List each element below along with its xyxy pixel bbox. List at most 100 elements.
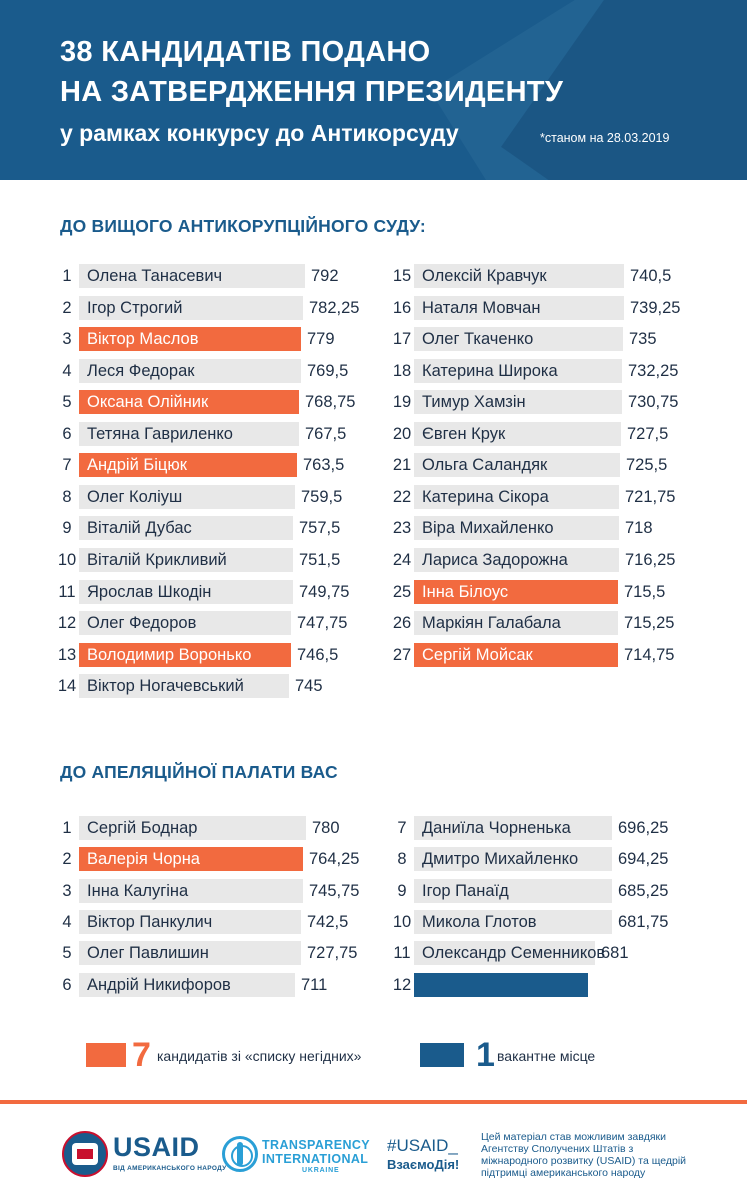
candidate-bar — [414, 264, 624, 288]
candidate-row: 24 Лариса Задорожна 716,25 — [390, 548, 690, 572]
candidate-name: Олена Танасевич — [87, 267, 223, 285]
candidate-score: 730,75 — [628, 393, 679, 411]
candidate-score: 718 — [625, 519, 653, 537]
candidate-bar — [414, 485, 619, 509]
candidate-rank: 13 — [57, 646, 77, 664]
candidate-name: Сергій Мойсак — [422, 646, 533, 664]
candidate-row: 1 Олена Танасевич 792 — [55, 264, 355, 288]
candidate-rank: 22 — [392, 488, 412, 506]
candidate-rank: 3 — [62, 330, 72, 348]
candidate-rank: 12 — [392, 976, 412, 994]
candidate-score: 749,75 — [299, 583, 350, 601]
candidate-name: Сергій Боднар — [87, 819, 198, 837]
candidate-rank: 6 — [62, 425, 72, 443]
candidate-bar — [79, 359, 301, 383]
candidate-row: 10 Микола Глотов 681,75 — [390, 910, 690, 934]
candidate-score: 694,25 — [618, 850, 669, 868]
candidate-row: 17 Олег Ткаченко 735 — [390, 327, 690, 351]
candidate-score: 763,5 — [303, 456, 345, 474]
candidate-row: 14 Віктор Ногачевський 745 — [55, 674, 355, 698]
candidate-name: Катерина Широка — [422, 362, 558, 380]
candidate-score: 681 — [601, 944, 629, 962]
candidate-rank: 17 — [392, 330, 412, 348]
candidate-row: 3 Віктор Маслов 779 — [55, 327, 355, 351]
candidate-row: 23 Віра Михайленко 718 — [390, 516, 690, 540]
candidate-name: Віктор Маслов — [87, 330, 199, 348]
footer-divider — [0, 1100, 747, 1104]
candidate-bar — [414, 816, 612, 840]
candidate-bar — [414, 516, 619, 540]
usaid-logo-subtitle: ВІД АМЕРИКАНСЬКОГО НАРОДУ — [113, 1165, 227, 1172]
candidate-bar — [414, 879, 612, 903]
usaid-seal-icon — [62, 1131, 108, 1177]
candidate-row: 11 Олександр Семенников 681 — [390, 941, 690, 965]
candidate-bar — [414, 390, 622, 414]
candidate-bar — [414, 359, 622, 383]
candidate-name: Олександр Семенников — [422, 944, 606, 962]
candidate-name: Тетяна Гавриленко — [87, 425, 233, 443]
candidate-bar — [79, 516, 293, 540]
candidate-score: 764,25 — [309, 850, 360, 868]
transparency-international-icon — [222, 1136, 258, 1172]
candidate-rank: 20 — [392, 425, 412, 443]
candidate-rank: 26 — [392, 614, 412, 632]
candidate-score: 747,75 — [297, 614, 348, 632]
candidate-row: 11 Ярослав Шкодін 749,75 — [55, 580, 355, 604]
candidate-bar — [414, 611, 618, 635]
candidate-row: 8 Олег Коліуш 759,5 — [55, 485, 355, 509]
candidate-rank: 8 — [62, 488, 72, 506]
candidate-name: Володимир Воронько — [87, 646, 252, 664]
candidate-row: 5 Олег Павлишин 727,75 — [55, 941, 357, 965]
candidate-rank: 23 — [392, 519, 412, 537]
candidate-score: 759,5 — [301, 488, 343, 506]
candidate-score: 757,5 — [299, 519, 341, 537]
candidate-score: 746,5 — [297, 646, 339, 664]
candidate-name: Олег Ткаченко — [422, 330, 534, 348]
candidate-row: 10 Віталій Крикливий 751,5 — [55, 548, 355, 572]
candidate-row: 22 Катерина Сікора 721,75 — [390, 485, 690, 509]
candidate-name: Ольга Саландяк — [422, 456, 548, 474]
ti-logo-line-3: UKRAINE — [302, 1167, 340, 1174]
candidate-rank: 19 — [392, 393, 412, 411]
candidate-name: Тимур Хамзін — [422, 393, 526, 411]
candidate-rank: 8 — [397, 850, 407, 868]
candidate-rank: 7 — [62, 456, 72, 474]
candidate-name: Ігор Панаїд — [422, 882, 509, 900]
candidate-bar — [79, 611, 291, 635]
candidate-rank: 2 — [62, 850, 72, 868]
candidate-name: Дмитро Михайленко — [422, 850, 579, 868]
candidate-name: Наталя Мовчан — [422, 299, 541, 317]
legend-swatch-vacant — [420, 1043, 464, 1067]
candidate-rank: 1 — [62, 819, 72, 837]
candidate-score: 780 — [312, 819, 340, 837]
candidate-row: 4 Леся Федорак 769,5 — [55, 359, 355, 383]
candidate-bar — [414, 548, 619, 572]
candidate-score: 751,5 — [299, 551, 341, 569]
candidate-score: 732,25 — [628, 362, 679, 380]
candidate-name: Євген Крук — [422, 425, 506, 443]
legend-swatch-flagged — [86, 1043, 126, 1067]
candidate-rank: 9 — [62, 519, 72, 537]
candidate-row: 12 — [390, 973, 690, 997]
header-title-line-1: 38 КАНДИДАТІВ ПОДАНО — [60, 36, 431, 68]
candidate-rank: 16 — [392, 299, 412, 317]
candidate-name: Віталій Дубас — [87, 519, 192, 537]
candidate-name: Віктор Панкулич — [87, 913, 213, 931]
candidate-name: Олег Павлишин — [87, 944, 209, 962]
candidate-score: 782,25 — [309, 299, 360, 317]
candidate-rank: 5 — [62, 944, 72, 962]
candidate-score: 715,5 — [624, 583, 666, 601]
candidate-score: 768,75 — [305, 393, 356, 411]
candidate-bar — [79, 643, 291, 667]
candidate-rank: 25 — [392, 583, 412, 601]
candidate-row: 15 Олексій Кравчук 740,5 — [390, 264, 690, 288]
candidate-bar — [79, 390, 299, 414]
candidate-score: 716,25 — [625, 551, 676, 569]
candidate-name: Микола Глотов — [422, 913, 537, 931]
candidate-score: 715,25 — [624, 614, 675, 632]
candidate-bar — [79, 580, 293, 604]
candidate-bar — [79, 941, 301, 965]
candidate-bar — [414, 941, 595, 965]
candidate-row: 19 Тимур Хамзін 730,75 — [390, 390, 690, 414]
candidate-row: 4 Віктор Панкулич 742,5 — [55, 910, 355, 934]
